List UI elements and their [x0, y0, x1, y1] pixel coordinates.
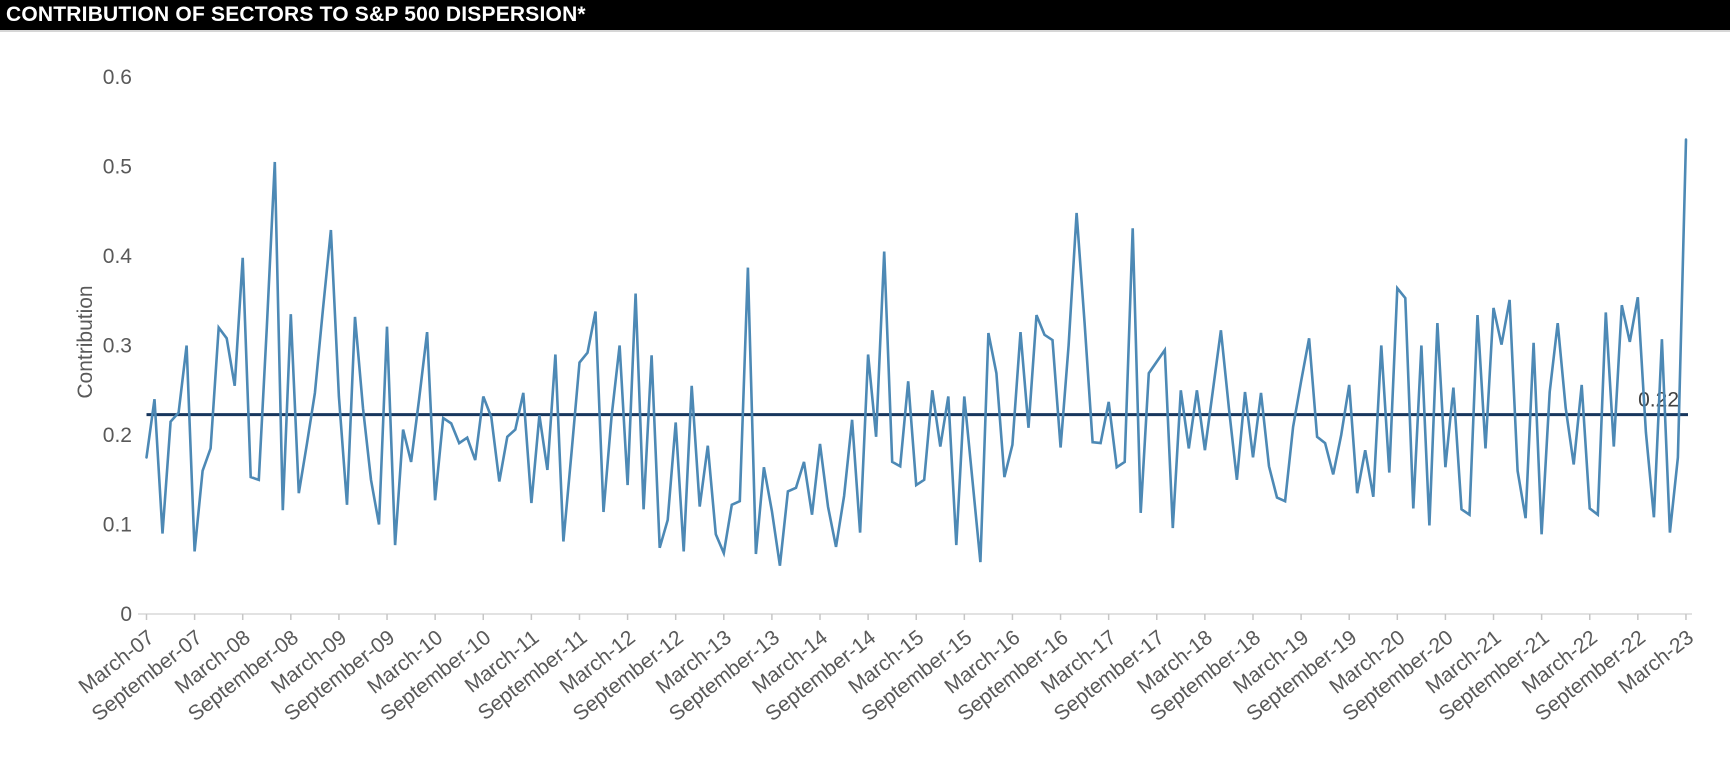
y-axis-tick-label: 0.3	[103, 335, 132, 358]
dispersion-line-series	[145, 138, 1688, 566]
y-axis-tick-label: 0.6	[103, 66, 132, 89]
y-axis-tick-label: 0.2	[103, 424, 132, 447]
chart-title-bar: CONTRIBUTION OF SECTORS TO S&P 500 DISPE…	[0, 0, 1730, 32]
y-axis-tick-label: 0.1	[103, 514, 132, 537]
chart-title: CONTRIBUTION OF SECTORS TO S&P 500 DISPE…	[6, 3, 586, 26]
y-axis-tick-label: 0.4	[103, 245, 133, 268]
y-axis-tick-label: 0	[120, 603, 132, 626]
y-axis-title: Contribution	[74, 285, 97, 398]
y-axis-tick-label: 0.5	[103, 156, 132, 179]
